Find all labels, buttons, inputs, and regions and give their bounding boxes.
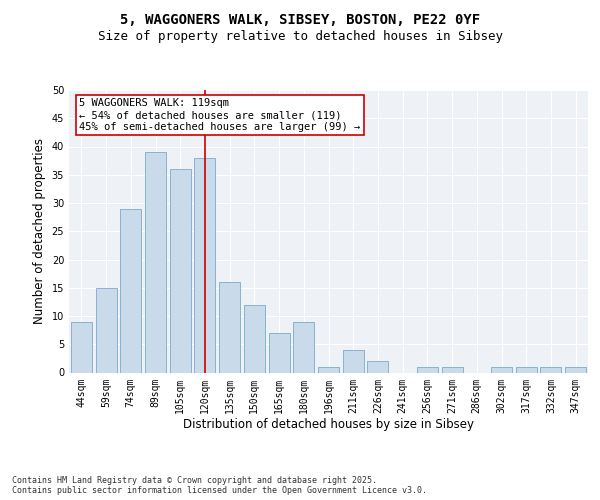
Bar xyxy=(367,361,388,372)
Bar xyxy=(491,367,512,372)
Bar xyxy=(194,158,215,372)
Y-axis label: Number of detached properties: Number of detached properties xyxy=(33,138,46,324)
X-axis label: Distribution of detached houses by size in Sibsey: Distribution of detached houses by size … xyxy=(183,418,474,431)
Bar xyxy=(269,333,290,372)
Bar xyxy=(244,304,265,372)
Bar xyxy=(170,169,191,372)
Bar xyxy=(565,367,586,372)
Bar xyxy=(442,367,463,372)
Bar xyxy=(145,152,166,372)
Bar xyxy=(293,322,314,372)
Bar xyxy=(541,367,562,372)
Text: 5, WAGGONERS WALK, SIBSEY, BOSTON, PE22 0YF: 5, WAGGONERS WALK, SIBSEY, BOSTON, PE22 … xyxy=(120,12,480,26)
Bar xyxy=(318,367,339,372)
Text: 5 WAGGONERS WALK: 119sqm
← 54% of detached houses are smaller (119)
45% of semi-: 5 WAGGONERS WALK: 119sqm ← 54% of detach… xyxy=(79,98,361,132)
Bar xyxy=(343,350,364,372)
Text: Contains HM Land Registry data © Crown copyright and database right 2025.
Contai: Contains HM Land Registry data © Crown c… xyxy=(12,476,427,495)
Bar xyxy=(417,367,438,372)
Bar xyxy=(120,208,141,372)
Bar xyxy=(71,322,92,372)
Bar xyxy=(219,282,240,372)
Text: Size of property relative to detached houses in Sibsey: Size of property relative to detached ho… xyxy=(97,30,503,43)
Bar xyxy=(95,288,116,372)
Bar xyxy=(516,367,537,372)
